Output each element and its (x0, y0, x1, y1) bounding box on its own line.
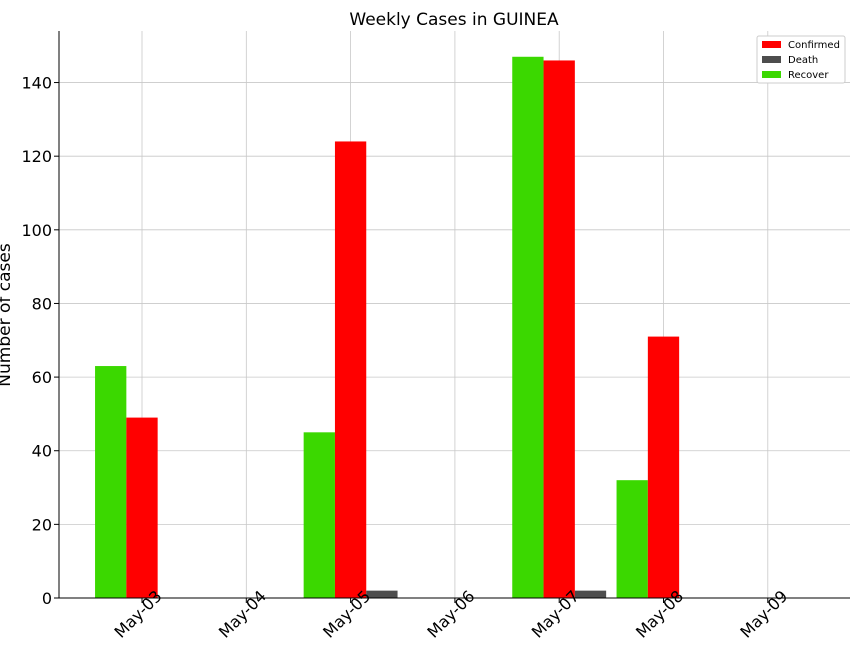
legend-swatch (762, 71, 781, 78)
legend-swatch (762, 56, 781, 63)
legend-label: Death (788, 55, 818, 66)
bar-recover (616, 480, 648, 598)
y-tick-label: 80 (32, 294, 52, 313)
bar-death (366, 590, 398, 598)
x-tick-label: May-09 (736, 587, 791, 642)
bars (95, 56, 680, 599)
y-tick-label: 120 (21, 147, 52, 166)
y-tick-label: 0 (42, 589, 52, 608)
legend-label: Confirmed (788, 40, 840, 51)
x-tick-label: May-04 (215, 587, 270, 642)
y-ticks: 0 20 40 60 80 100 120 140 (21, 74, 59, 608)
y-tick-label: 100 (21, 221, 52, 240)
grid (59, 31, 850, 599)
bar-recover (95, 366, 127, 598)
y-axis-label: Number of cases (0, 243, 15, 387)
bar-confirmed (126, 417, 158, 598)
bar-recover (512, 56, 544, 599)
bar-recover (303, 432, 335, 598)
legend: Confirmed Death Recover (756, 35, 846, 84)
legend-swatch (762, 41, 781, 48)
x-tick-label: May-06 (423, 587, 478, 642)
legend-label: Recover (788, 70, 829, 81)
bar-confirmed (543, 60, 575, 599)
x-ticks: May-03 May-04 May-05 May-06 May-07 May-08 May-… (111, 587, 792, 642)
y-tick-label: 140 (21, 74, 52, 93)
y-tick-label: 60 (32, 368, 52, 387)
bar-death (574, 590, 607, 598)
chart-title: Weekly Cases in GUINEA (349, 10, 559, 30)
bar-confirmed (647, 336, 680, 598)
bar-confirmed (334, 141, 367, 599)
y-tick-label: 40 (32, 442, 52, 461)
y-tick-label: 20 (32, 515, 52, 534)
